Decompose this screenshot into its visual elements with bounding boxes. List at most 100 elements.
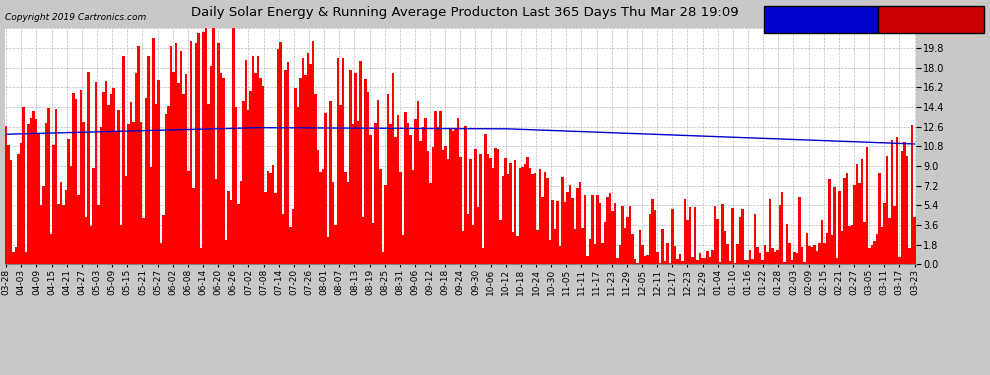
Bar: [878, 173, 881, 264]
Bar: [289, 227, 292, 264]
Bar: [115, 131, 117, 264]
Bar: [611, 211, 614, 264]
Bar: [527, 158, 529, 264]
Bar: [569, 185, 571, 264]
Bar: [429, 183, 432, 264]
Bar: [804, 262, 806, 264]
Bar: [853, 185, 856, 264]
Bar: [554, 229, 556, 264]
Bar: [140, 122, 143, 264]
Bar: [486, 154, 489, 264]
Bar: [584, 195, 586, 264]
Bar: [284, 70, 287, 264]
Bar: [783, 262, 786, 264]
Bar: [262, 86, 264, 264]
Bar: [663, 261, 666, 264]
Bar: [619, 245, 622, 264]
Bar: [197, 33, 200, 264]
Bar: [771, 248, 773, 264]
Bar: [566, 192, 569, 264]
Bar: [302, 58, 304, 264]
Bar: [359, 61, 361, 264]
Bar: [696, 260, 699, 264]
Bar: [451, 131, 454, 264]
Bar: [726, 244, 729, 264]
Bar: [225, 240, 227, 264]
Bar: [407, 123, 409, 264]
Bar: [898, 256, 901, 264]
Bar: [446, 159, 449, 264]
Bar: [629, 206, 632, 264]
Bar: [8, 145, 10, 264]
Bar: [863, 222, 866, 264]
Bar: [908, 248, 911, 264]
Bar: [45, 123, 48, 264]
Bar: [793, 252, 796, 264]
Bar: [454, 129, 456, 264]
Bar: [25, 252, 28, 264]
Bar: [799, 197, 801, 264]
Bar: [23, 107, 25, 264]
Bar: [466, 214, 469, 264]
Bar: [676, 259, 679, 264]
Bar: [442, 150, 445, 264]
Bar: [546, 177, 548, 264]
Bar: [709, 257, 711, 264]
Bar: [761, 260, 763, 264]
Bar: [35, 119, 38, 264]
Bar: [724, 231, 726, 264]
Bar: [831, 235, 834, 264]
Bar: [753, 214, 756, 264]
Bar: [756, 247, 758, 264]
Bar: [292, 209, 294, 264]
Bar: [481, 249, 484, 264]
Bar: [773, 252, 776, 264]
Bar: [637, 263, 639, 264]
Bar: [397, 115, 399, 264]
Bar: [668, 262, 671, 264]
Bar: [335, 225, 337, 264]
Bar: [743, 261, 746, 264]
Bar: [414, 119, 417, 264]
Bar: [232, 28, 235, 264]
Bar: [786, 224, 788, 264]
Bar: [532, 174, 534, 264]
Bar: [456, 118, 459, 264]
Bar: [38, 134, 40, 264]
Bar: [364, 79, 366, 264]
Bar: [642, 246, 644, 264]
Bar: [377, 100, 379, 264]
Bar: [671, 209, 674, 264]
Bar: [544, 172, 546, 264]
Bar: [639, 230, 642, 264]
Bar: [679, 254, 681, 264]
Bar: [581, 228, 584, 264]
Bar: [591, 195, 594, 264]
Bar: [212, 28, 215, 264]
Bar: [617, 258, 619, 264]
Bar: [427, 151, 429, 264]
Bar: [157, 80, 159, 264]
Bar: [634, 259, 637, 264]
Bar: [222, 78, 225, 264]
Bar: [906, 156, 908, 264]
Bar: [464, 126, 466, 264]
Bar: [651, 198, 653, 264]
Bar: [267, 171, 269, 264]
Bar: [694, 207, 696, 264]
Bar: [509, 163, 512, 264]
Bar: [366, 92, 369, 264]
Bar: [107, 105, 110, 264]
Bar: [404, 112, 407, 264]
Bar: [476, 207, 479, 264]
Bar: [195, 43, 197, 264]
Bar: [75, 99, 77, 264]
Bar: [159, 243, 162, 264]
Bar: [656, 252, 658, 264]
Bar: [766, 252, 768, 264]
Bar: [504, 158, 507, 264]
Bar: [517, 236, 519, 264]
Bar: [133, 122, 135, 264]
Bar: [40, 205, 43, 264]
Bar: [479, 154, 481, 264]
